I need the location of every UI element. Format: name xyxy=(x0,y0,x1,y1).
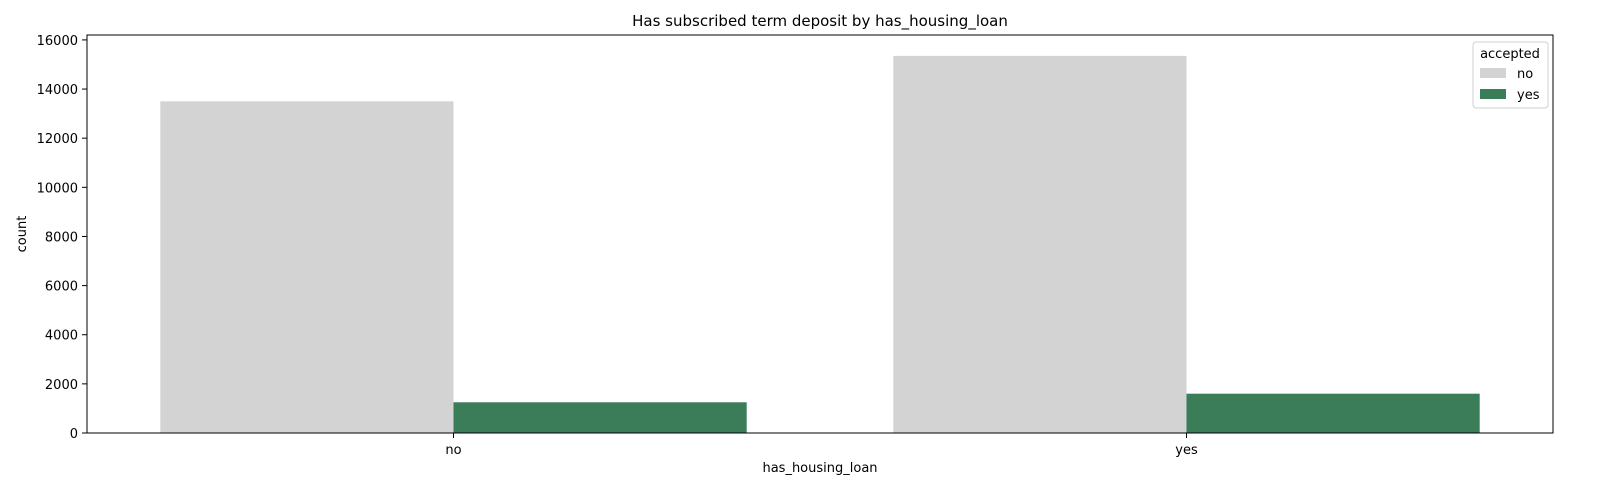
bar-no-yes xyxy=(453,402,747,433)
bar-yes-yes xyxy=(1186,393,1480,433)
y-axis: 0 2000 4000 6000 8000 10000 12000 14000 16000 xyxy=(37,34,87,442)
y-axis-label: count xyxy=(15,216,30,253)
x-axis: no yes xyxy=(445,433,1198,458)
y-tick-label: 2000 xyxy=(45,378,78,393)
chart-title: Has subscribed term deposit by has_housi… xyxy=(632,12,1008,31)
legend: accepted no yes xyxy=(1472,41,1549,109)
bar-no-no xyxy=(160,101,454,433)
legend-swatch-no xyxy=(1480,68,1506,78)
legend-swatch-yes xyxy=(1480,89,1506,99)
bars-group xyxy=(160,55,1480,433)
y-tick-label: 6000 xyxy=(45,280,78,295)
y-tick-label: 12000 xyxy=(37,132,78,147)
x-tick-label: yes xyxy=(1175,443,1198,458)
y-tick-label: 16000 xyxy=(37,34,78,49)
y-tick-label: 0 xyxy=(70,427,78,442)
bar-yes-no xyxy=(893,55,1187,433)
legend-label-no: no xyxy=(1517,67,1533,82)
y-tick-label: 10000 xyxy=(37,181,78,196)
y-tick-label: 8000 xyxy=(45,230,78,245)
y-tick-label: 14000 xyxy=(37,83,78,98)
x-tick-label: no xyxy=(445,443,461,458)
legend-title: accepted xyxy=(1480,47,1540,62)
legend-label-yes: yes xyxy=(1517,88,1540,103)
plot-frame xyxy=(86,34,1554,434)
y-tick-label: 4000 xyxy=(45,329,78,344)
x-axis-label: has_housing_loan xyxy=(762,461,877,476)
